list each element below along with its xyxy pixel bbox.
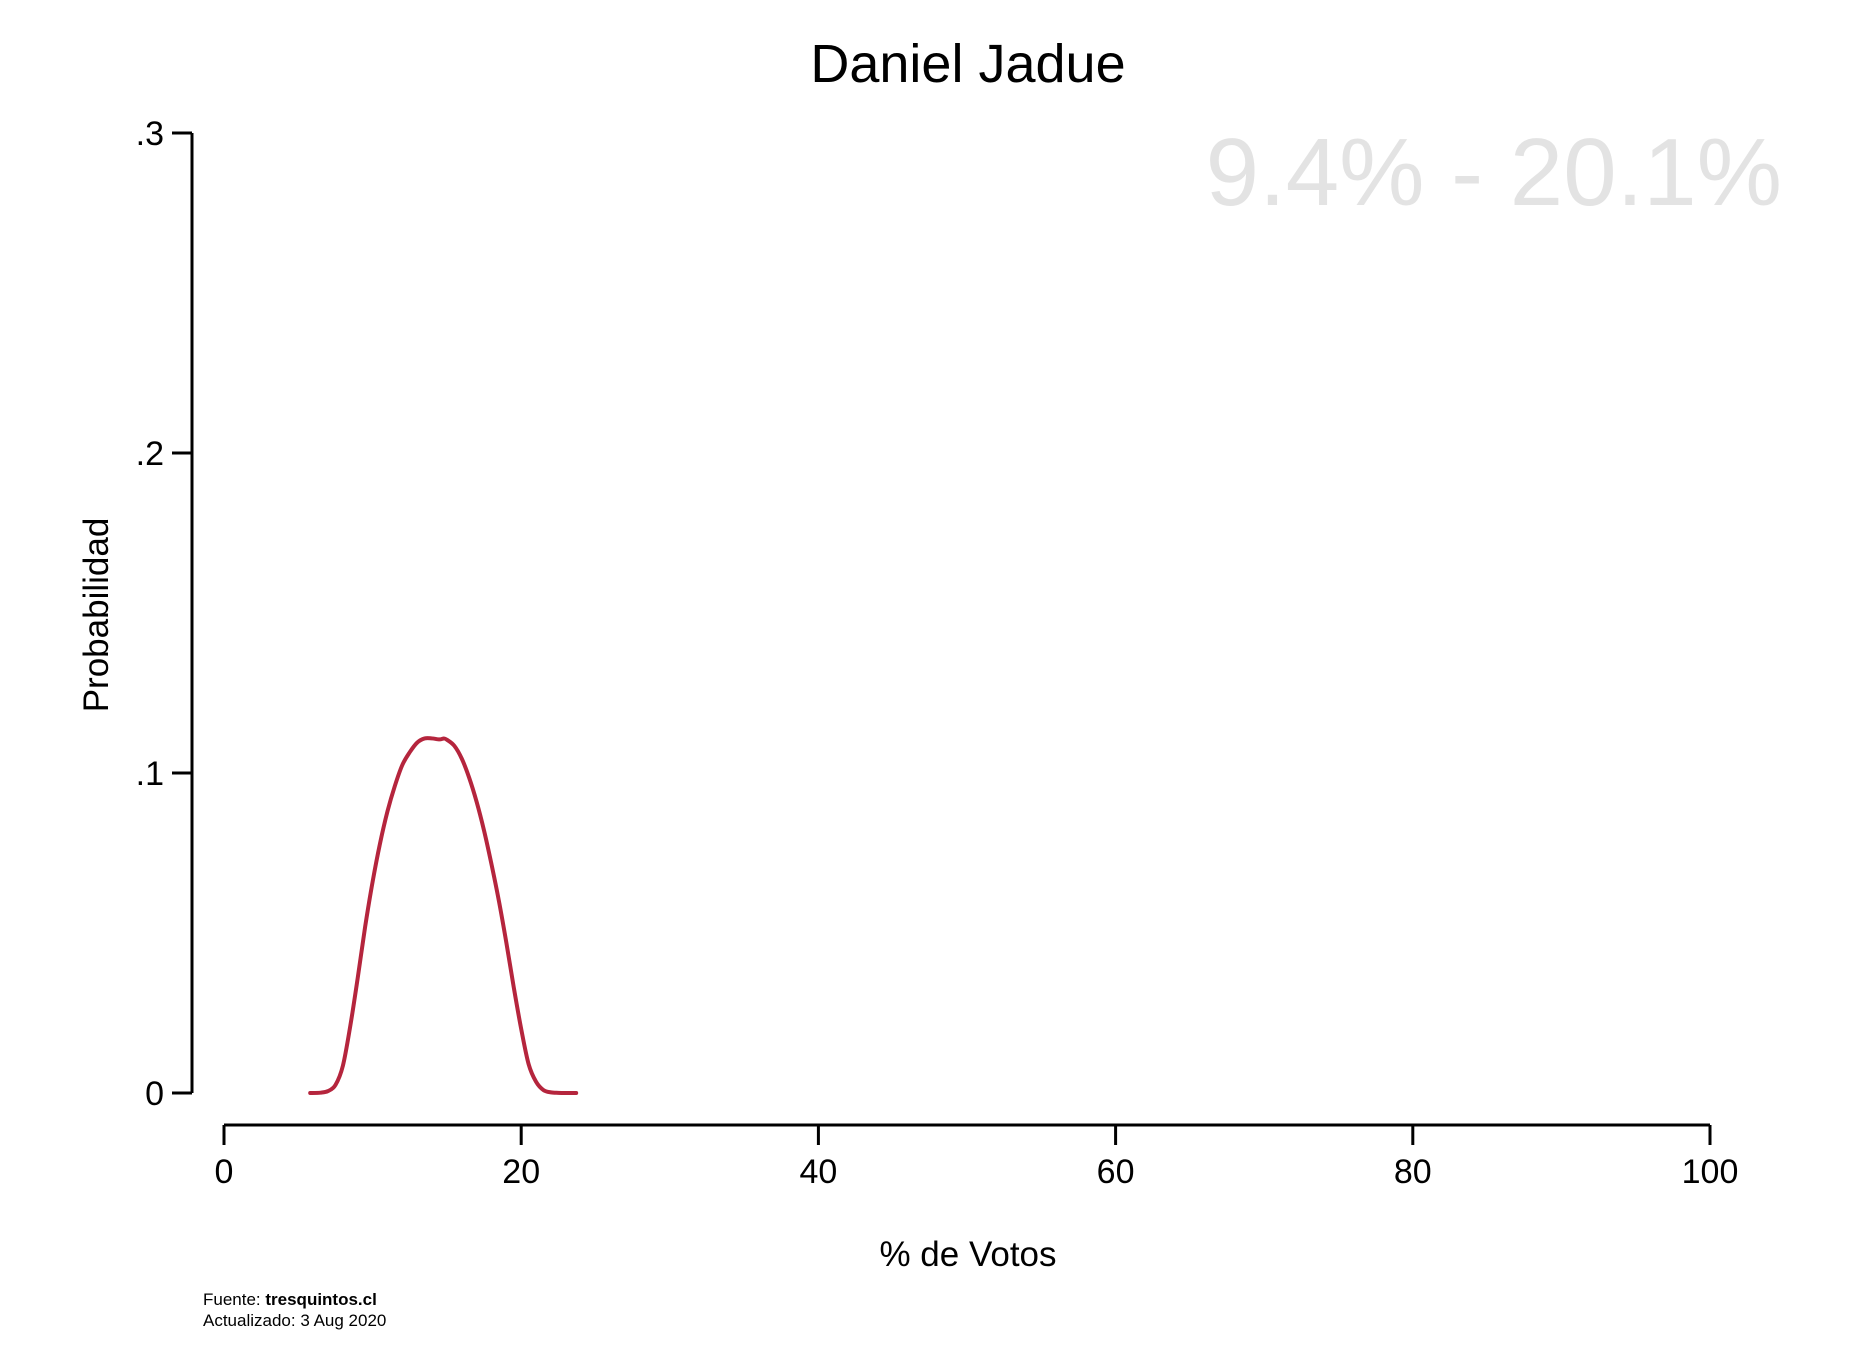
y-axis-ticks: 0 .1 .2 .3: [136, 115, 192, 1113]
y-tick-label: .1: [136, 755, 164, 793]
x-tick-label: 40: [799, 1153, 837, 1191]
chart-title: Daniel Jadue: [810, 34, 1125, 94]
footer-source-value: tresquintos.cl: [265, 1290, 376, 1309]
y-tick-label: .3: [136, 115, 164, 153]
x-tick-label: 60: [1097, 1153, 1135, 1191]
density-series-line: [308, 736, 579, 1096]
x-axis-title: % de Votos: [879, 1235, 1056, 1274]
x-tick-label: 20: [502, 1153, 540, 1191]
range-annotation: 9.4% - 20.1%: [1206, 119, 1782, 226]
x-axis-ticks: 0 20 40 60 80 100: [215, 1125, 1739, 1191]
series-layer: [308, 736, 579, 1096]
footer-updated: Actualizado: 3 Aug 2020: [203, 1311, 386, 1330]
x-tick-label: 0: [215, 1153, 234, 1191]
x-tick-label: 100: [1682, 1153, 1739, 1191]
y-axis-title: Probabilidad: [77, 518, 116, 713]
footer-source: Fuente: tresquintos.cl: [203, 1290, 377, 1309]
y-tick-label: .2: [136, 435, 164, 473]
y-tick-label: 0: [145, 1075, 164, 1113]
x-tick-label: 80: [1394, 1153, 1432, 1191]
footer-source-label: Fuente:: [203, 1290, 265, 1309]
